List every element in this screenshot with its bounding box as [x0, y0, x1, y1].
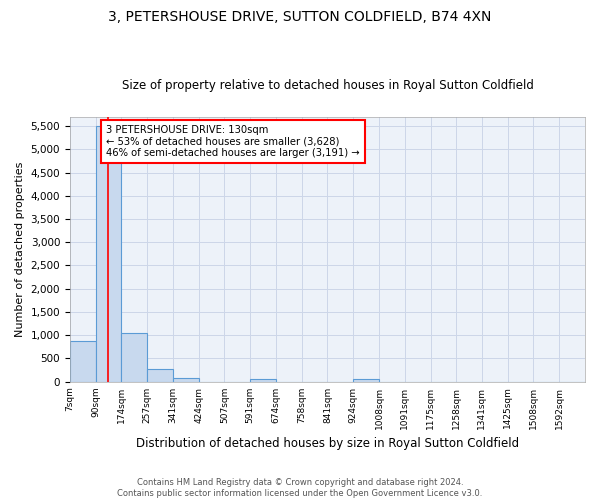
Bar — [147, 368, 173, 382]
Bar — [70, 341, 95, 382]
Bar — [95, 126, 121, 382]
Bar — [250, 380, 276, 382]
Bar — [121, 333, 147, 382]
Bar — [353, 379, 379, 382]
Y-axis label: Number of detached properties: Number of detached properties — [15, 162, 25, 337]
Text: Contains HM Land Registry data © Crown copyright and database right 2024.
Contai: Contains HM Land Registry data © Crown c… — [118, 478, 482, 498]
Bar — [173, 378, 199, 382]
Text: 3, PETERSHOUSE DRIVE, SUTTON COLDFIELD, B74 4XN: 3, PETERSHOUSE DRIVE, SUTTON COLDFIELD, … — [109, 10, 491, 24]
X-axis label: Distribution of detached houses by size in Royal Sutton Coldfield: Distribution of detached houses by size … — [136, 437, 519, 450]
Text: 3 PETERSHOUSE DRIVE: 130sqm
← 53% of detached houses are smaller (3,628)
46% of : 3 PETERSHOUSE DRIVE: 130sqm ← 53% of det… — [106, 124, 359, 158]
Title: Size of property relative to detached houses in Royal Sutton Coldfield: Size of property relative to detached ho… — [122, 79, 533, 92]
